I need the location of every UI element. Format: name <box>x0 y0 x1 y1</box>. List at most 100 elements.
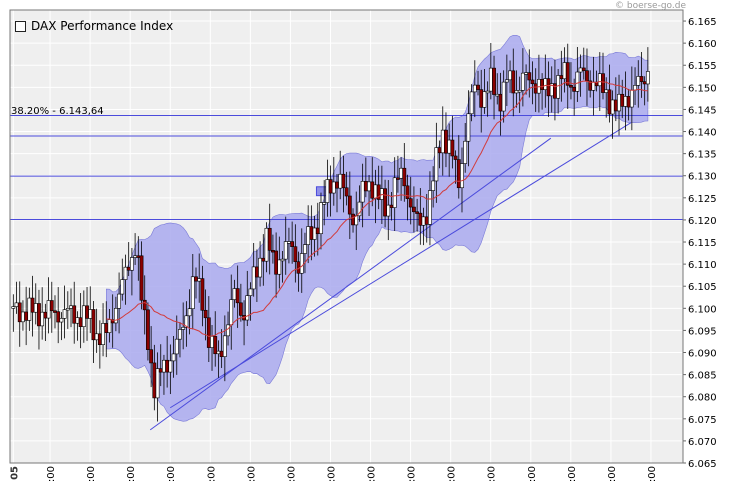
candle-body <box>511 70 516 94</box>
candle-body <box>226 324 230 337</box>
candle-body <box>367 181 371 192</box>
candle-body <box>572 86 577 92</box>
x-tick-label: 18:00 <box>487 466 498 481</box>
y-tick-label: 6.100 <box>688 304 717 315</box>
candle-body <box>232 288 237 300</box>
candle-body <box>17 302 22 323</box>
x-tick-label: 12:00 <box>246 466 257 481</box>
candle-body <box>37 303 41 327</box>
candle-body <box>171 353 176 362</box>
candle-body <box>395 177 400 180</box>
candle-body <box>65 308 70 311</box>
candle-body <box>488 67 493 92</box>
candle-body <box>303 244 307 254</box>
candle-body <box>456 159 461 189</box>
candle-body <box>537 79 541 94</box>
candle-body <box>40 311 45 327</box>
y-tick-label: 6.090 <box>688 349 717 360</box>
candle-body <box>91 309 96 341</box>
candle-body <box>206 317 211 348</box>
candle-body <box>447 139 452 154</box>
candle-body <box>546 78 551 97</box>
candle-body <box>283 241 288 260</box>
candle-body <box>258 257 262 278</box>
candle-body <box>508 70 512 81</box>
candle-body <box>351 213 355 226</box>
candle-body <box>469 91 474 115</box>
candle-body <box>610 99 615 115</box>
x-tick-label: 09:00 <box>126 466 137 481</box>
candle-body <box>24 311 29 321</box>
candle-body <box>402 167 407 187</box>
candle-body <box>495 93 500 97</box>
candle-body <box>178 329 182 340</box>
candle-body <box>219 350 224 357</box>
candle-body <box>46 300 51 319</box>
candle-body <box>482 91 487 108</box>
fib-level-label: 38.20% - 6.143,64 <box>11 106 104 117</box>
x-tick-label: 22:00 <box>647 466 658 481</box>
y-tick-label: 6.160 <box>688 39 717 50</box>
candle-body <box>203 309 208 319</box>
y-tick-label: 6.105 <box>688 282 717 293</box>
candle-body <box>565 62 570 86</box>
candle-body <box>120 279 125 295</box>
candle-body <box>309 226 314 240</box>
candle-body <box>492 67 496 95</box>
candle-body <box>476 84 480 90</box>
candle-body <box>431 180 436 191</box>
candle-body <box>152 362 157 399</box>
x-tick-label: 16:00 <box>407 466 418 481</box>
candle-body <box>299 253 304 274</box>
candle-body <box>383 188 387 217</box>
candle-body <box>146 309 150 350</box>
candle-body <box>386 204 391 217</box>
candle-body <box>331 181 336 194</box>
candle-body <box>629 89 634 108</box>
candle-body <box>306 226 311 245</box>
candle-body <box>287 241 291 244</box>
candle-body <box>88 309 93 319</box>
candle-body <box>498 93 503 112</box>
candle-body <box>581 67 586 71</box>
x-tick-label: 19:00 <box>527 466 538 481</box>
candle-body <box>75 317 80 324</box>
y-tick-label: 6.140 <box>688 128 717 139</box>
candle-body <box>642 81 647 85</box>
candle-body <box>626 96 631 108</box>
candle-body <box>261 257 266 262</box>
candle-body <box>520 72 525 91</box>
candle-body <box>165 359 170 373</box>
candle-body <box>335 181 339 189</box>
candle-body <box>636 76 641 86</box>
candle-body <box>338 173 343 189</box>
candle-body <box>123 266 128 280</box>
candle-body <box>453 155 458 160</box>
x-tick-label: 21:00 <box>607 466 618 481</box>
marker-box <box>315 186 327 197</box>
candle-body <box>43 311 48 319</box>
candle-body <box>556 75 561 99</box>
candle-body <box>113 308 118 324</box>
candle-body <box>319 202 323 235</box>
x-tick-label: 13:00 <box>286 466 297 481</box>
candle-body <box>347 195 352 215</box>
y-tick-label: 6.070 <box>688 437 717 448</box>
candle-body <box>399 167 404 179</box>
y-tick-label: 6.130 <box>688 172 717 183</box>
candle-body <box>14 302 19 307</box>
candle-body <box>421 216 426 226</box>
candle-body <box>181 326 186 330</box>
candle-body <box>322 202 327 205</box>
candle-body <box>472 84 477 93</box>
plot-frame <box>9 9 684 464</box>
trendline <box>149 137 552 431</box>
candle-body <box>501 81 506 112</box>
candle-body <box>222 335 227 357</box>
candle-body <box>620 93 625 107</box>
candle-body <box>392 177 397 208</box>
candle-body <box>194 276 198 282</box>
x-tick-label: 10:00 <box>166 466 177 481</box>
candle-body <box>597 73 602 87</box>
